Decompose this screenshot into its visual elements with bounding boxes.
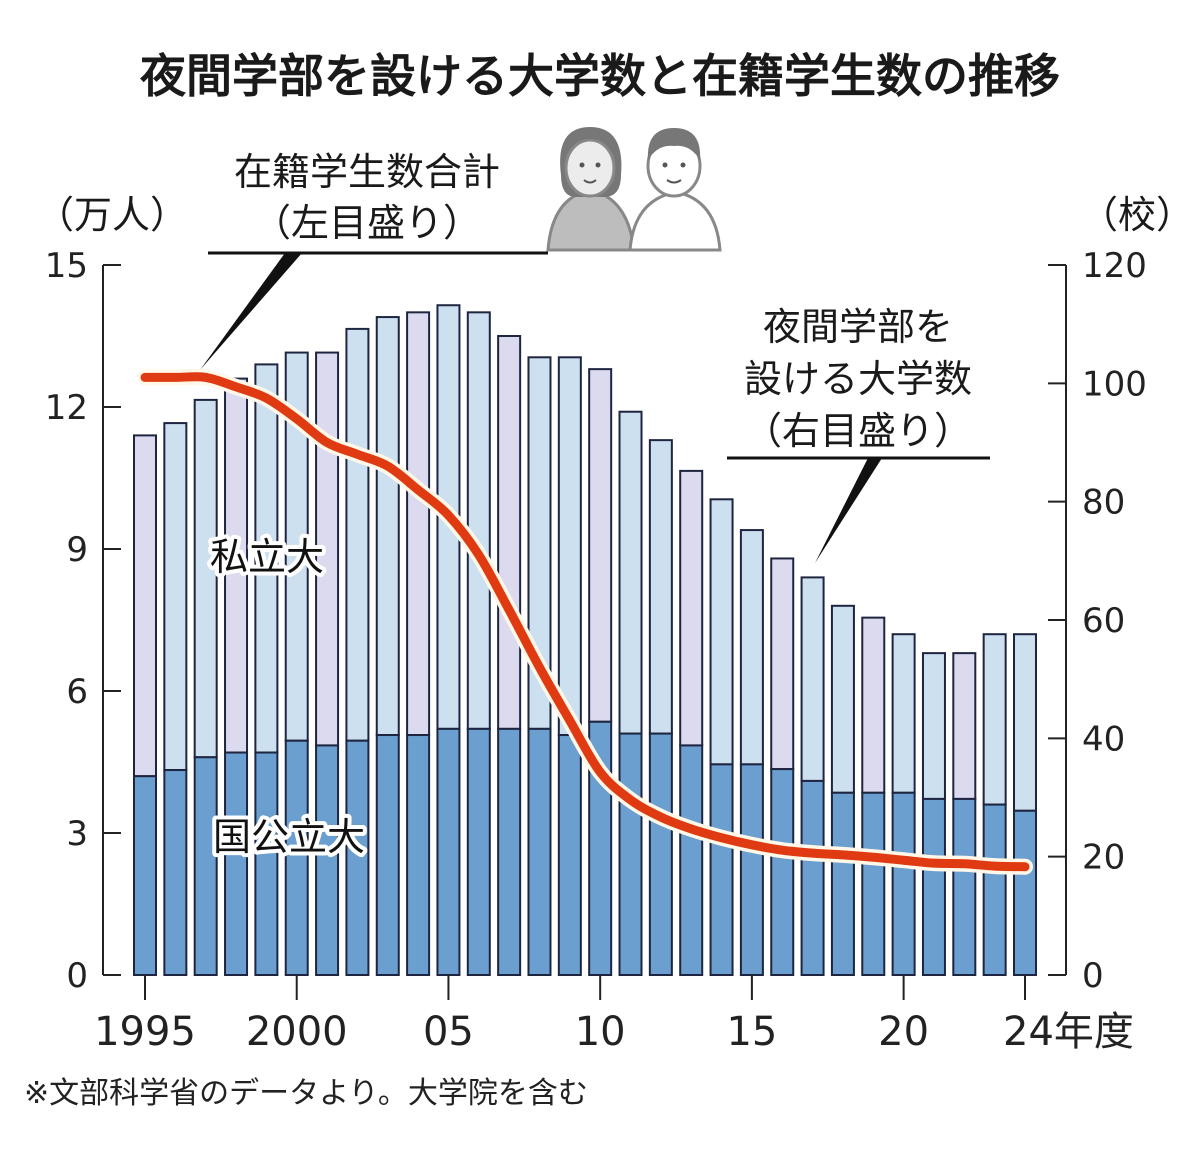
x-tick-label: 2000: [246, 1009, 348, 1055]
bar-private-2018: [830, 604, 855, 794]
bar-public-2016: [770, 768, 795, 976]
public-university-label: 国公立大: [213, 815, 365, 859]
x-tick-label: 20: [878, 1009, 929, 1055]
x-tick-label: 24年度: [1003, 1009, 1134, 1055]
line-annotation-line2: 設ける大学数: [744, 357, 972, 401]
right-tick-label: 40: [1082, 719, 1125, 759]
bar-public-2002: [345, 739, 370, 977]
bar-public-2011: [618, 732, 643, 976]
line-annotation-line1: 夜間学部を: [763, 305, 953, 349]
bar-private-2022: [952, 652, 977, 800]
line-series: [137, 368, 1033, 875]
bar-public-2023: [982, 803, 1007, 976]
left-tick-label: 0: [66, 956, 88, 996]
bar-public-2013: [679, 744, 704, 977]
x-tick-label: 15: [726, 1009, 777, 1055]
right-tick-label: 80: [1082, 483, 1125, 523]
left-tick-label: 15: [45, 246, 88, 286]
bar-private-2003: [375, 316, 400, 737]
bar-public-2006: [466, 727, 491, 976]
bar-public-2017: [800, 779, 825, 977]
right-tick-label: 60: [1082, 601, 1125, 641]
x-tick-label: 10: [575, 1009, 626, 1055]
bar-private-2011: [618, 410, 643, 735]
footnote: ※文部科学省のデータより。大学院を含む: [24, 1076, 588, 1111]
bar-public-1998: [224, 751, 249, 976]
bar-private-1996: [163, 422, 188, 772]
bar-public-1996: [163, 769, 188, 977]
bar-public-2021: [921, 797, 946, 976]
left-axis-unit: （万人）: [36, 193, 188, 237]
right-tick-label: 120: [1082, 246, 1147, 286]
x-tick-label: 05: [423, 1009, 474, 1055]
bar-public-2024: [1013, 809, 1037, 977]
bar-private-2020: [891, 633, 916, 794]
line-annotation-pointer: [815, 458, 882, 563]
bar-private-2024: [1013, 633, 1037, 812]
bar-public-2001: [315, 744, 340, 977]
right-axis-unit: （校）: [1080, 193, 1194, 237]
bar-public-2008: [527, 727, 552, 976]
right-tick-label: 100: [1082, 364, 1147, 404]
bar-public-2012: [648, 732, 673, 976]
bar-public-1995: [133, 775, 157, 977]
left-tick-label: 3: [66, 814, 88, 854]
line-annotation-line3: （右目盛り）: [744, 409, 972, 453]
right-tick-label: 0: [1082, 956, 1104, 996]
total-annotation-line1: 在籍学生数合計: [234, 150, 500, 194]
bar-public-2015: [739, 763, 764, 976]
students-illustration-icon: [546, 126, 722, 252]
bar-private-2014: [709, 498, 734, 766]
bar-public-2007: [497, 727, 522, 976]
x-tick-label: 1995: [94, 1009, 196, 1055]
right-tick-label: 20: [1082, 838, 1125, 878]
bar-private-2002: [345, 327, 370, 742]
bars: [131, 302, 1039, 977]
x-axis: 1995 2000 05 10 15 20 24年度: [94, 975, 1134, 1055]
bar-public-2018: [830, 791, 855, 976]
bar-private-1995: [133, 434, 157, 778]
total-annotation-line2: （左目盛り）: [253, 201, 481, 245]
left-tick-label: 12: [45, 388, 88, 428]
bar-public-1999: [254, 751, 279, 976]
total-annotation-pointer: [200, 253, 302, 370]
bar-private-2006: [466, 311, 491, 730]
bar-public-2005: [436, 727, 461, 976]
line-universities-with-night-faculty: [140, 372, 1030, 872]
bar-public-1997: [193, 756, 218, 976]
chart-title: 夜間学部を設ける大学数と在籍学生数の推移: [139, 49, 1060, 103]
bar-private-2017: [800, 576, 825, 782]
bar-private-2016: [770, 557, 795, 771]
bar-private-2021: [921, 652, 946, 800]
bar-public-2009: [557, 734, 582, 977]
bar-private-2009: [557, 356, 582, 737]
bar-public-2020: [891, 791, 916, 976]
bar-public-2022: [952, 797, 977, 976]
bar-public-2014: [709, 763, 734, 976]
bar-private-2012: [648, 439, 673, 735]
bar-private-2004: [406, 311, 431, 737]
bar-private-2010: [588, 368, 613, 723]
bar-private-2015: [739, 529, 764, 766]
bar-private-2023: [982, 633, 1007, 806]
left-tick-label: 6: [66, 672, 88, 712]
bar-public-2004: [406, 734, 431, 977]
private-university-label: 私立大: [210, 535, 324, 579]
bar-private-2019: [861, 616, 886, 794]
axes: 0 3 6 9 12 15 0 20 40 60 80 100 120: [45, 246, 1147, 996]
bar-private-2007: [497, 335, 522, 730]
bar-public-2003: [375, 734, 400, 977]
bar-public-2019: [861, 791, 886, 976]
bar-private-2013: [679, 469, 704, 747]
left-tick-label: 9: [66, 530, 88, 570]
